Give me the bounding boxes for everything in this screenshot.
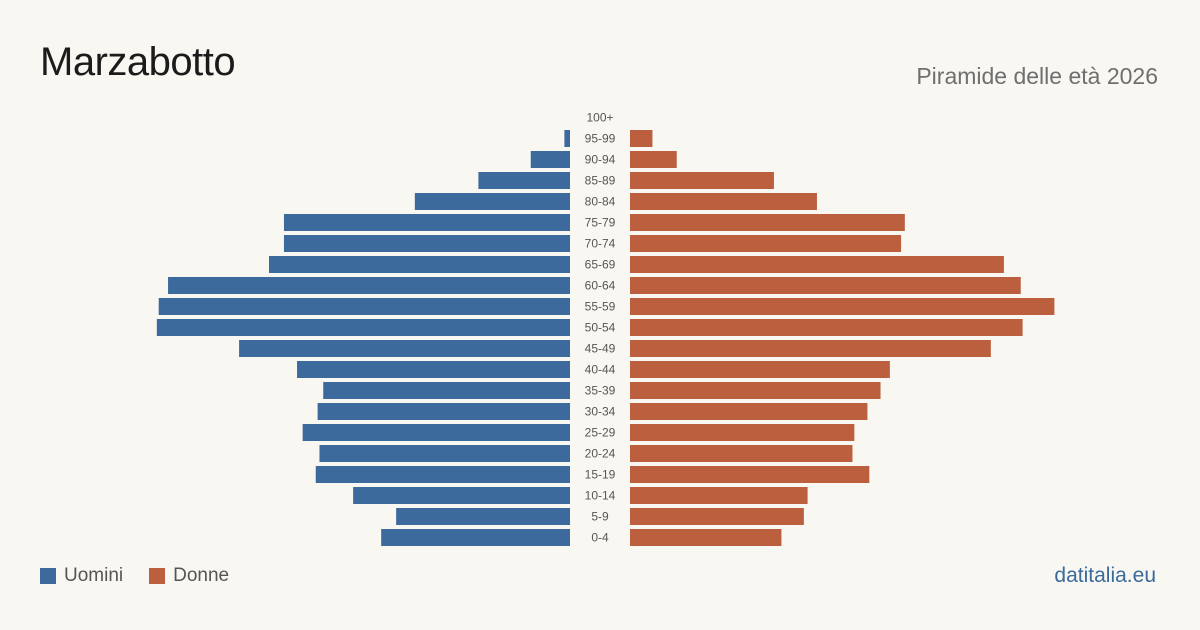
bar-female-40-44: [630, 361, 890, 378]
bar-male-65-69: [269, 256, 570, 273]
age-label-35-39: 35-39: [585, 384, 616, 398]
age-label-25-29: 25-29: [585, 426, 616, 440]
legend-swatch-male: [40, 568, 56, 584]
age-label-55-59: 55-59: [585, 300, 616, 314]
bar-male-70-74: [283, 235, 570, 252]
bar-male-40-44: [297, 361, 570, 378]
bar-female-15-19: [630, 466, 870, 483]
bar-female-60-64: [630, 277, 1021, 294]
bar-male-30-34: [317, 403, 570, 420]
bar-male-50-54: [156, 319, 570, 336]
bar-male-45-49: [239, 340, 570, 357]
bar-female-45-49: [630, 340, 991, 357]
bar-male-80-84: [414, 193, 570, 210]
chart-subtitle: Piramide delle età 2026: [916, 63, 1158, 89]
bar-female-30-34: [630, 403, 868, 420]
bar-male-15-19: [315, 466, 570, 483]
bar-female-80-84: [630, 193, 817, 210]
age-label-0-4: 0-4: [591, 531, 609, 545]
legend-label-male: Uomini: [64, 565, 124, 586]
bar-female-5-9: [630, 508, 804, 525]
legend-label-female: Donne: [173, 565, 230, 586]
bar-male-20-24: [319, 445, 570, 462]
source-link[interactable]: datitalia.eu: [1054, 564, 1156, 587]
age-label-20-24: 20-24: [585, 447, 616, 461]
bar-female-0-4: [630, 529, 782, 546]
age-label-15-19: 15-19: [585, 468, 616, 482]
bar-male-85-89: [478, 172, 570, 189]
legend-swatch-female: [149, 568, 166, 584]
bar-male-35-39: [323, 382, 570, 399]
age-label-5-9: 5-9: [591, 510, 609, 524]
age-label-95-99: 95-99: [585, 132, 616, 146]
bar-female-20-24: [630, 445, 853, 462]
bar-female-35-39: [630, 382, 881, 399]
bar-male-25-29: [302, 424, 570, 441]
bar-female-75-79: [630, 214, 905, 231]
age-label-85-89: 85-89: [585, 174, 616, 188]
bar-male-95-99: [564, 130, 570, 147]
age-label-100+: 100+: [586, 111, 613, 125]
chart-title: Marzabotto: [40, 40, 236, 84]
bar-male-90-94: [530, 151, 570, 168]
age-label-65-69: 65-69: [585, 258, 616, 272]
bar-female-10-14: [630, 487, 808, 504]
age-label-75-79: 75-79: [585, 216, 616, 230]
bar-female-50-54: [630, 319, 1023, 336]
bar-female-90-94: [630, 151, 677, 168]
bar-female-95-99: [630, 130, 653, 147]
age-label-90-94: 90-94: [585, 153, 616, 167]
bar-male-5-9: [396, 508, 570, 525]
bar-female-85-89: [630, 172, 774, 189]
bar-male-60-64: [168, 277, 571, 294]
age-label-45-49: 45-49: [585, 342, 616, 356]
age-label-40-44: 40-44: [585, 363, 616, 377]
bar-male-55-59: [158, 298, 570, 315]
legend: Uomini Donne: [40, 565, 255, 587]
bar-male-0-4: [381, 529, 570, 546]
age-label-30-34: 30-34: [585, 405, 616, 419]
bar-male-10-14: [353, 487, 570, 504]
age-label-70-74: 70-74: [585, 237, 616, 251]
bar-male-75-79: [283, 214, 570, 231]
legend-item-male: Uomini: [40, 565, 123, 587]
age-label-10-14: 10-14: [585, 489, 616, 503]
age-label-80-84: 80-84: [585, 195, 616, 209]
bar-female-70-74: [630, 235, 902, 252]
age-label-50-54: 50-54: [585, 321, 616, 335]
legend-item-female: Donne: [149, 565, 229, 587]
bar-female-65-69: [630, 256, 1004, 273]
bar-female-25-29: [630, 424, 855, 441]
bar-female-55-59: [630, 298, 1055, 315]
age-label-60-64: 60-64: [585, 279, 616, 293]
